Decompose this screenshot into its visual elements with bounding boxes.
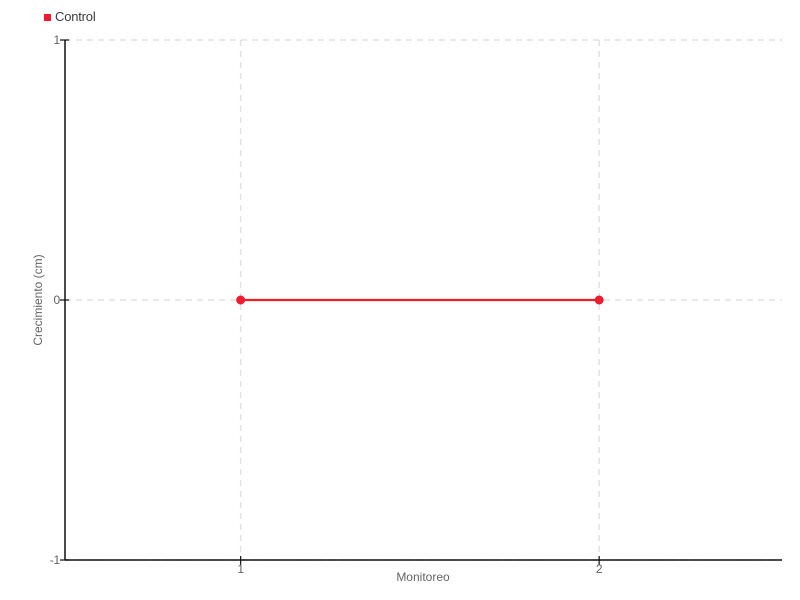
y-tick-label: -1 xyxy=(49,553,60,567)
legend: Control xyxy=(44,10,96,24)
x-tick-label: 1 xyxy=(237,562,244,576)
y-tick-label: 1 xyxy=(53,33,61,47)
legend-item-control[interactable]: Control xyxy=(44,10,96,24)
legend-swatch-icon xyxy=(44,14,51,21)
data-point-marker[interactable] xyxy=(594,295,604,305)
x-axis-title: Monitoreo xyxy=(396,570,450,584)
y-tick-label: 0 xyxy=(53,293,61,307)
legend-label: Control xyxy=(55,9,96,24)
data-point-marker[interactable] xyxy=(236,295,246,305)
x-tick-label: 2 xyxy=(595,562,603,576)
